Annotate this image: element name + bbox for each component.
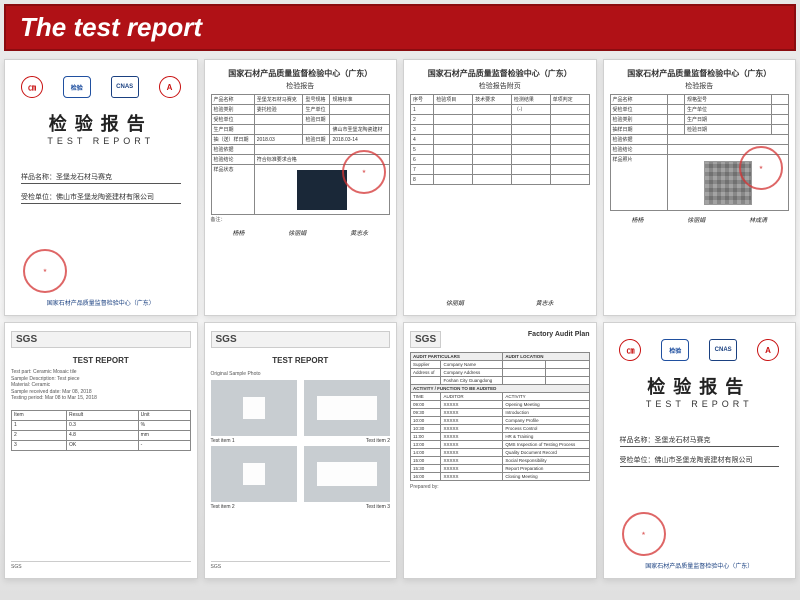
field-client: 受检单位：佛山市圣堡龙陶瓷建材有限公司 <box>21 192 181 204</box>
title-cn: 检验报告 <box>11 110 191 136</box>
sub-title: 检验报告 <box>211 81 391 91</box>
title-en: TEST REPORT <box>11 136 191 146</box>
doc-cn-attachment: 国家石材产品质量监督检验中心（广东） 检验报告附页 序号检验项目技术要求检测结果… <box>403 59 597 316</box>
cnas-logo-icon: CNAS <box>111 76 139 98</box>
prepared-by: Prepared by: <box>410 484 590 491</box>
sgs-title: TEST REPORT <box>211 356 391 365</box>
data-table: 序号检验项目技术要求检测结果单项判定 1（-） 2 3 4 5 6 7 8 <box>410 94 590 185</box>
sample-swatch <box>297 170 347 210</box>
footer: 国家石材产品质量监督检验中心（广东） <box>610 561 790 570</box>
photo-label: Original Sample Photo <box>211 371 391 378</box>
doc-sgs-photos: SGS TEST REPORT Original Sample Photo Te… <box>204 322 398 579</box>
photo-row-1 <box>211 380 391 436</box>
sample-photo <box>211 380 297 436</box>
red-stamp-icon: ★ <box>342 150 386 194</box>
sub-title: 检验报告附页 <box>410 81 590 91</box>
accred-logo-icon: 检验 <box>661 339 689 361</box>
signatures: 杨杨徐丽娟黄志永 <box>211 228 391 237</box>
sgs-title: TEST REPORT <box>11 356 191 365</box>
cma-logo-icon: ㎝ <box>21 76 43 98</box>
sgs-logo-icon: SGS <box>410 331 441 348</box>
title-en: TEST REPORT <box>610 399 790 409</box>
cma-logo-icon: ㎝ <box>619 339 641 361</box>
sample-photo <box>304 380 390 436</box>
sgs-footer: SGS <box>11 561 191 571</box>
red-stamp-icon: ★ <box>739 146 783 190</box>
cnas-logo-icon: CNAS <box>709 339 737 361</box>
result-table: ItemResultUnit 10.3% 24.8mm 3OK- <box>11 410 191 451</box>
photo-row-2 <box>211 446 391 502</box>
org-header: 国家石材产品质量监督检验中心（广东） <box>610 68 790 79</box>
audit-title: Factory Audit Plan <box>528 331 590 338</box>
doc-sgs-audit: SGS Factory Audit Plan AUDIT PARTICULARS… <box>403 322 597 579</box>
red-stamp-icon: ★ <box>622 512 666 556</box>
logo-row: ㎝ 检验 CNAS A <box>11 76 191 98</box>
sample-photo <box>304 446 390 502</box>
signatures: 徐丽娟黄志永 <box>410 298 590 307</box>
org-header: 国家石材产品质量监督检验中心（广东） <box>211 68 391 79</box>
field-sample: 样品名称：圣堡龙石材马赛克 <box>620 435 780 447</box>
sgs-footer: SGS <box>211 561 391 571</box>
doc-cn-form-swatch: 国家石材产品质量监督检验中心（广东） 检验报告 产品名称圣堡龙石材马赛克型号规格… <box>204 59 398 316</box>
logo-row: ㎝ 检验 CNAS A <box>610 339 790 361</box>
accred-logo-icon: 检验 <box>63 76 91 98</box>
doc-cn-form-mosaic: 国家石材产品质量监督检验中心（广东） 检验报告 产品名称规格型号 受检单位生产单… <box>603 59 797 316</box>
title-cn: 检验报告 <box>610 373 790 399</box>
doc-sgs-text: SGS TEST REPORT Test part: Ceramic Mosai… <box>4 322 198 579</box>
header-bar: The test report <box>4 4 796 51</box>
footer: 国家石材产品质量监督检验中心（广东） <box>11 298 191 307</box>
signatures: 杨杨徐丽娟林成清 <box>610 215 790 224</box>
sample-photo <box>211 446 297 502</box>
document-grid: ㎝ 检验 CNAS A 检验报告 TEST REPORT 样品名称：圣堡龙石材马… <box>4 59 796 579</box>
red-stamp-icon: ★ <box>23 249 67 293</box>
org-header: 国家石材产品质量监督检验中心（广东） <box>410 68 590 79</box>
caption-row: Test item 1Test item 2 <box>211 438 391 444</box>
bottom-labels: 备注： <box>211 217 391 224</box>
sgs-logo-icon: SGS <box>11 331 191 348</box>
field-sample: 样品名称：圣堡龙石材马赛克 <box>21 172 181 184</box>
field-client: 受检单位：佛山市圣堡龙陶瓷建材有限公司 <box>620 455 780 467</box>
al-logo-icon: A <box>159 76 181 98</box>
sgs-logo-icon: SGS <box>211 331 391 348</box>
info-block: Test part: Ceramic Mosaic tile Sample De… <box>11 369 191 402</box>
doc-cn-report-cover-1: ㎝ 检验 CNAS A 检验报告 TEST REPORT 样品名称：圣堡龙石材马… <box>4 59 198 316</box>
sub-title: 检验报告 <box>610 81 790 91</box>
doc-cn-report-cover-2: ㎝ 检验 CNAS A 检验报告 TEST REPORT 样品名称：圣堡龙石材马… <box>603 322 797 579</box>
header-title: The test report <box>20 12 202 42</box>
audit-header-table: AUDIT PARTICULARSAUDIT LOCATION Supplier… <box>410 352 590 481</box>
al-logo-icon: A <box>757 339 779 361</box>
